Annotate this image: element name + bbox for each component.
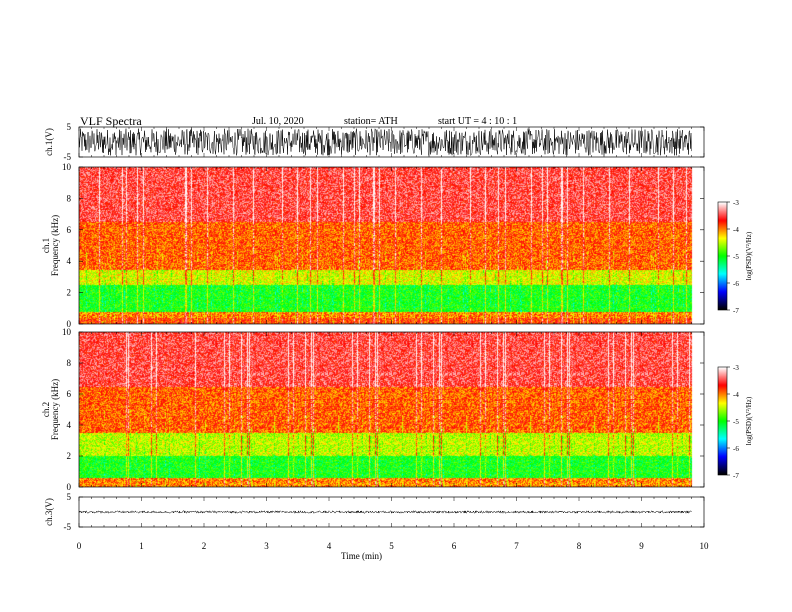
colorbar-tick-label: -6: [733, 445, 739, 453]
colorbar-tick-label: -5: [733, 418, 739, 426]
y-tick-label: 6: [67, 225, 72, 235]
colorbar-tick-label: -5: [733, 253, 739, 261]
y-axis-label-ch1-spectrogram: ch.1: [41, 238, 51, 253]
y-tick-label: 4: [67, 256, 72, 266]
x-tick-label: 3: [264, 541, 269, 551]
x-tick-label: 2: [202, 541, 207, 551]
waveform-ch1-waveform: [78, 128, 692, 156]
y-axis-label-ch2-spectrogram: ch.2: [41, 402, 51, 417]
y-axis-label-ch1-waveform: ch.1(V): [44, 128, 54, 156]
x-axis-label: Time (min): [341, 551, 382, 561]
y-tick-label: 10: [62, 327, 72, 337]
y-tick-label: 6: [67, 389, 72, 399]
y-tick-label: 5: [67, 492, 72, 502]
colorbar-label: log(PSD)(V²/Hz): [745, 231, 753, 280]
y-tick-label: 2: [67, 288, 72, 298]
y-tick-label: 4: [67, 420, 72, 430]
y-tick-label: 5: [67, 122, 72, 132]
colorbar-tick-label: -7: [733, 307, 739, 315]
panel-ch1-spectrogram: [78, 166, 730, 325]
y-axis-label-ch1-spectrogram: Frequency (kHz): [50, 215, 60, 276]
y-axis-label-ch2-spectrogram: Frequency (kHz): [50, 379, 60, 440]
panel-ch3-waveform: [78, 496, 705, 528]
colorbar-tick-label: -7: [733, 472, 739, 480]
x-tick-label: 6: [452, 541, 457, 551]
y-tick-label: 10: [62, 162, 72, 172]
spectrogram-image-ch1-spectrogram: [79, 167, 704, 324]
x-tick-label: 9: [639, 541, 644, 551]
panel-ch2-spectrogram: [78, 331, 730, 488]
y-tick-label: 0: [67, 319, 72, 329]
y-axis-label-ch3-waveform: ch.3(V): [44, 498, 54, 526]
x-tick-label: 5: [389, 541, 394, 551]
y-tick-label: 0: [67, 482, 72, 492]
start-time-label: start UT = 4 : 10 : 1: [438, 116, 518, 127]
chart-title: VLF Spectra: [80, 114, 142, 128]
x-tick-label: 1: [139, 541, 144, 551]
x-tick-label: 7: [514, 541, 519, 551]
y-tick-label: 8: [67, 193, 72, 203]
colorbar-ch1-spectrogram: [718, 202, 727, 310]
spectrogram-image-ch2-spectrogram: [79, 332, 704, 487]
date-label: Jul. 10, 2020: [252, 116, 304, 127]
colorbar-tick-label: -3: [733, 199, 739, 207]
y-tick-label: 8: [67, 358, 72, 368]
colorbar-tick-label: -4: [733, 226, 739, 234]
colorbar-label: log(PSD)(V²/Hz): [745, 396, 753, 445]
x-tick-label: 8: [577, 541, 582, 551]
station-label: station= ATH: [344, 116, 398, 127]
y-tick-label: 2: [67, 451, 72, 461]
colorbar-tick-label: -3: [733, 364, 739, 372]
x-tick-label: 10: [700, 541, 710, 551]
x-tick-label: 0: [77, 541, 82, 551]
colorbar-ch2-spectrogram: [718, 367, 727, 475]
waveform-ch3-waveform: [78, 509, 692, 515]
colorbar-tick-label: -4: [733, 391, 739, 399]
y-tick-label: -5: [64, 152, 72, 162]
y-tick-label: -5: [64, 522, 72, 532]
panel-ch1-waveform: [78, 126, 705, 158]
x-tick-label: 4: [327, 541, 332, 551]
colorbar-tick-label: -6: [733, 280, 739, 288]
